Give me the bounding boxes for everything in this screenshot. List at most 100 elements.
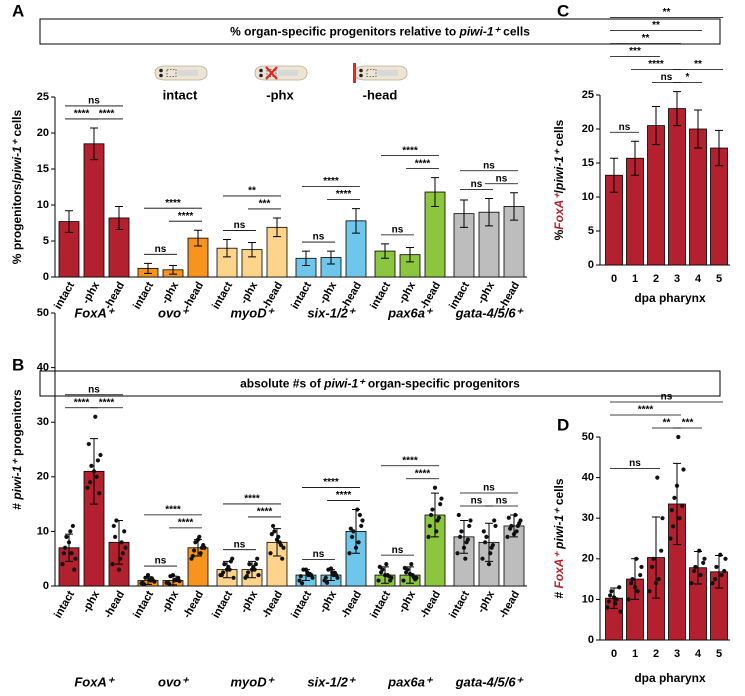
data-point xyxy=(359,523,364,529)
x-tick-label: intact xyxy=(131,589,156,621)
data-point xyxy=(436,515,441,520)
significance-label: **** xyxy=(323,176,339,187)
error-bar xyxy=(194,539,202,557)
worm-icon xyxy=(154,65,208,81)
significance-label: ns xyxy=(392,545,404,556)
panel-title-part: absolute #s of xyxy=(240,377,324,391)
data-point xyxy=(111,523,116,529)
y-tick-label: 15 xyxy=(582,157,594,169)
data-point xyxy=(113,534,118,539)
error-bar xyxy=(406,566,414,584)
data-point xyxy=(656,577,661,582)
data-point xyxy=(149,576,154,581)
title-box xyxy=(39,370,721,397)
y-axis-label: # FoxA⁺ piwi-1⁺ cells xyxy=(552,478,566,598)
data-point xyxy=(430,507,435,512)
panel-title-part: piwi-1⁺ xyxy=(459,25,502,39)
x-tick-label: 5 xyxy=(716,273,722,285)
significance-label: **** xyxy=(638,405,654,416)
error-bar xyxy=(381,566,389,584)
x-tick-label: -phx xyxy=(80,588,102,615)
error-bar xyxy=(302,250,310,266)
y-tick-label: 0 xyxy=(588,259,594,271)
error-bar xyxy=(652,106,660,146)
x-tick-label: -phx xyxy=(80,279,102,306)
significance-label: **** xyxy=(244,494,260,505)
group-label: pax6a⁺ xyxy=(387,305,434,320)
significance-label: ns xyxy=(471,496,483,507)
data-point xyxy=(710,581,715,586)
data-point xyxy=(465,537,470,542)
error-bar xyxy=(631,558,639,600)
error-bar xyxy=(327,250,335,265)
data-point xyxy=(307,571,312,577)
error-bar xyxy=(223,239,231,258)
y-tick-label: 40 xyxy=(582,472,594,484)
x-tick-label: 0 xyxy=(611,273,617,285)
worm-icon xyxy=(254,65,308,81)
data-point xyxy=(484,534,489,539)
group-label: FoxA⁺ xyxy=(74,674,116,689)
group-label: FoxA⁺ xyxy=(74,305,116,320)
y-tick-label: 50 xyxy=(582,431,594,443)
data-point xyxy=(231,575,236,580)
data-point xyxy=(638,572,643,578)
x-tick-label: -head xyxy=(260,589,285,620)
significance-label: ns xyxy=(155,244,167,255)
y-axis-label-part: % xyxy=(552,229,566,240)
data-point xyxy=(681,467,686,472)
data-point xyxy=(64,534,69,539)
error-bar xyxy=(273,528,281,557)
significance-label: ** xyxy=(694,59,702,70)
error-bar xyxy=(673,91,681,127)
data-point xyxy=(669,507,674,513)
error-bar xyxy=(65,210,73,233)
significance-label: **** xyxy=(402,455,418,466)
y-tick-label: 10 xyxy=(582,191,594,203)
error-bar xyxy=(90,438,98,505)
data-point xyxy=(86,441,91,447)
data-point xyxy=(68,529,73,534)
data-point xyxy=(350,534,355,539)
x-tick-label: intact xyxy=(210,589,235,621)
x-axis-label: dpa pharynx xyxy=(634,671,706,685)
y-tick-label: 10 xyxy=(37,199,49,211)
data-point xyxy=(253,562,258,567)
data-point xyxy=(271,523,276,529)
data-point xyxy=(377,564,382,569)
data-point xyxy=(606,599,611,604)
data-point xyxy=(190,553,195,559)
y-axis-label-part: # xyxy=(10,500,24,510)
y-axis-label-part: FoxA⁺ xyxy=(552,192,566,230)
data-point xyxy=(635,589,640,594)
error-bar xyxy=(510,514,518,538)
data-point xyxy=(332,570,337,575)
x-tick-label: -phx xyxy=(159,588,181,615)
data-point xyxy=(247,562,252,567)
error-bar xyxy=(715,555,723,589)
x-tick-label: intact xyxy=(289,589,314,621)
error-bar xyxy=(273,217,281,238)
cut-mark xyxy=(353,63,356,83)
data-point xyxy=(618,609,623,614)
data-point xyxy=(116,567,122,572)
significance-label: ns xyxy=(234,220,246,231)
data-point xyxy=(244,574,249,579)
error-bar xyxy=(223,560,231,579)
data-point xyxy=(384,562,389,567)
data-point xyxy=(626,597,631,602)
worm-eye xyxy=(159,68,163,73)
x-tick-label: intact xyxy=(447,589,472,621)
data-point xyxy=(120,551,125,556)
data-point xyxy=(486,562,492,567)
worm-eye xyxy=(359,68,363,73)
y-tick-label: 5 xyxy=(43,235,49,247)
error-bar xyxy=(302,569,310,582)
x-tick-label: 1 xyxy=(632,648,638,660)
error-bar xyxy=(115,519,123,565)
y-tick-label: 0 xyxy=(43,271,49,283)
error-bar xyxy=(406,246,414,263)
data-point xyxy=(713,577,718,582)
y-tick-label: 20 xyxy=(582,553,594,565)
data-point xyxy=(122,529,127,534)
